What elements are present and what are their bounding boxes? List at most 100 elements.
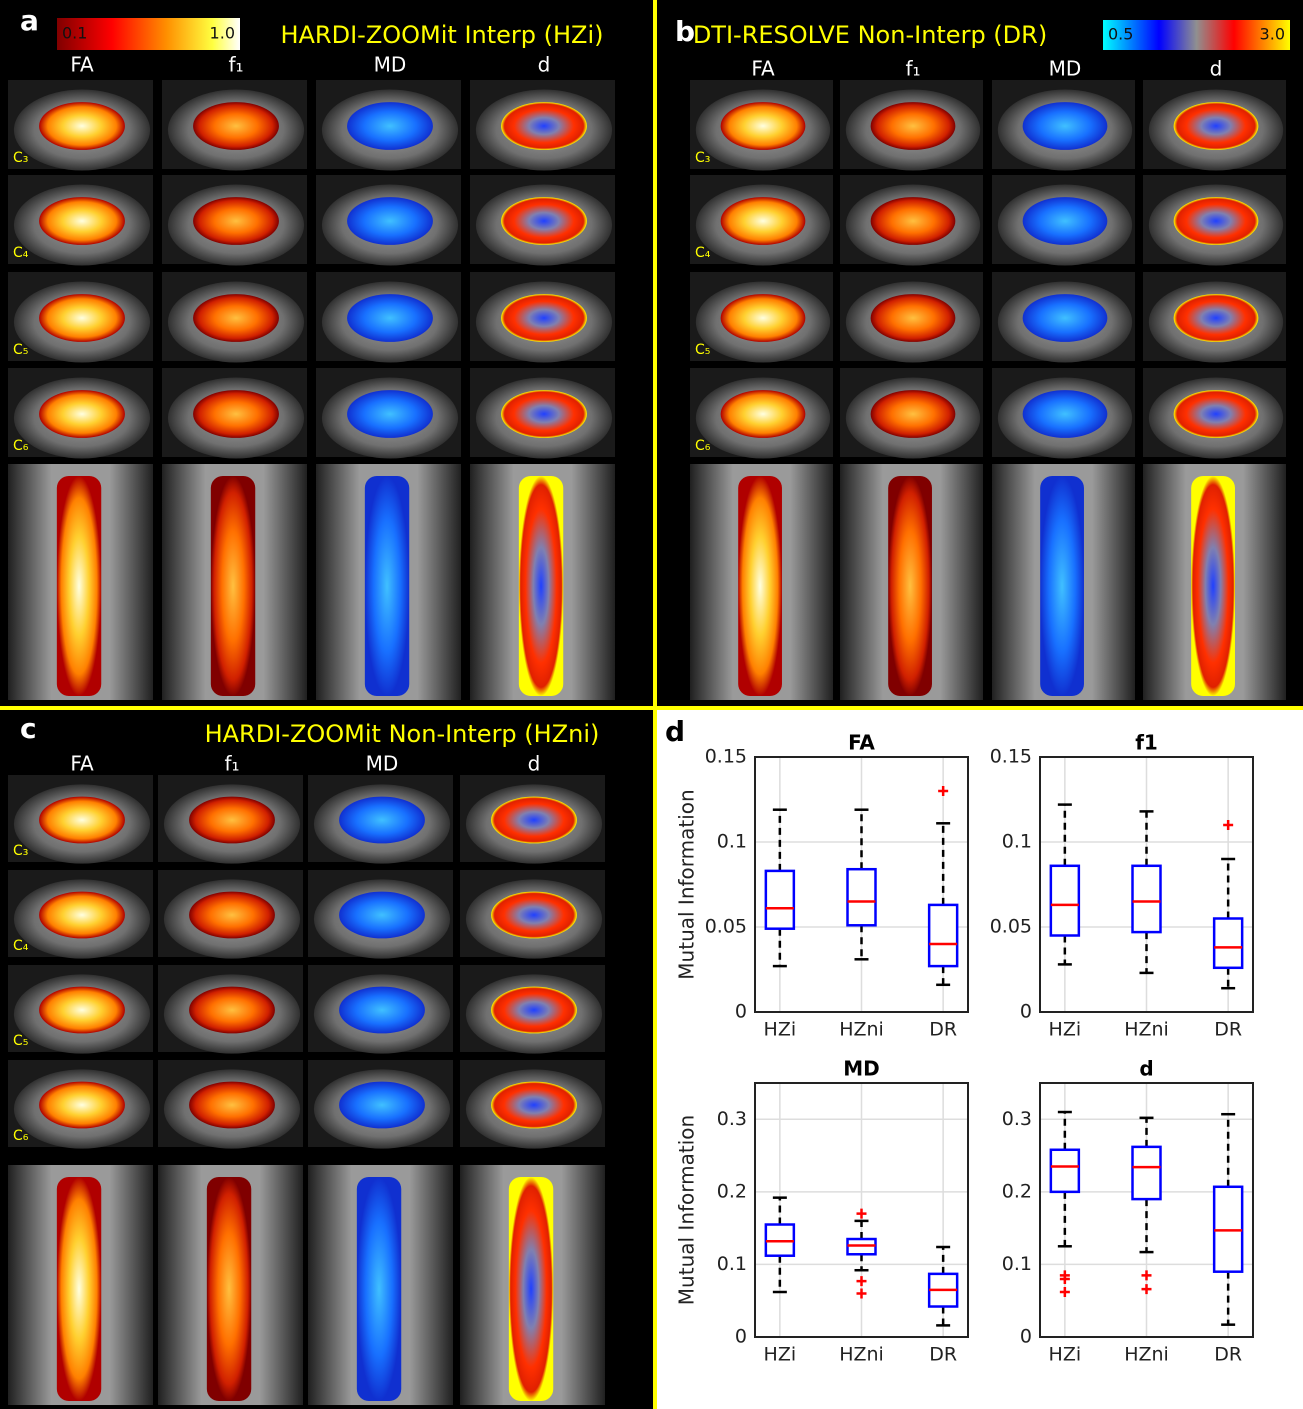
cord-map bbox=[189, 987, 275, 1034]
cord-map bbox=[721, 294, 806, 342]
panel-title: HARDI-ZOOMit Non-Interp (HZni) bbox=[205, 720, 600, 748]
cord-map bbox=[339, 1082, 425, 1129]
cord-map bbox=[39, 197, 125, 245]
level-label: C₅ bbox=[695, 342, 710, 358]
cord-map bbox=[347, 197, 433, 245]
cord-map bbox=[519, 476, 563, 696]
cord-map bbox=[57, 1177, 101, 1401]
cord-map bbox=[189, 797, 275, 844]
x-tick-label: DR bbox=[929, 1344, 957, 1366]
cord-map bbox=[39, 797, 125, 844]
column-header: FA bbox=[70, 752, 94, 776]
level-label: C₄ bbox=[13, 245, 29, 261]
cord-map bbox=[339, 892, 425, 939]
column-header: MD bbox=[374, 53, 407, 77]
cord-map bbox=[721, 102, 806, 150]
y-axis-label: Mutual Information bbox=[675, 789, 699, 979]
column-header: FA bbox=[70, 53, 94, 77]
x-tick-label: HZni bbox=[1124, 1344, 1169, 1366]
cord-map bbox=[501, 294, 587, 342]
cord-map bbox=[501, 390, 587, 438]
cord-map bbox=[339, 987, 425, 1034]
x-tick-label: HZni bbox=[839, 1019, 884, 1041]
cord-map bbox=[189, 892, 275, 939]
level-label: C₄ bbox=[695, 245, 711, 261]
cord-map bbox=[871, 102, 956, 150]
y-tick-label: 0 bbox=[735, 1326, 747, 1348]
cord-map bbox=[721, 197, 806, 245]
level-label: C₅ bbox=[13, 342, 28, 358]
cord-map bbox=[1174, 197, 1259, 245]
x-tick-label: DR bbox=[929, 1019, 957, 1041]
x-tick-label: HZi bbox=[764, 1019, 797, 1041]
column-header: MD bbox=[1049, 57, 1082, 81]
column-header: f₁ bbox=[224, 752, 239, 776]
cord-map bbox=[501, 102, 587, 150]
cord-map bbox=[491, 1082, 577, 1129]
box bbox=[929, 905, 957, 966]
cord-map bbox=[871, 197, 956, 245]
cord-map bbox=[39, 1082, 125, 1129]
cord-map bbox=[39, 294, 125, 342]
y-tick-label: 0.3 bbox=[717, 1108, 747, 1130]
panel-title: HARDI-ZOOMit Interp (HZi) bbox=[280, 21, 603, 49]
level-label: C₅ bbox=[13, 1033, 28, 1049]
cord-map bbox=[1040, 476, 1084, 696]
x-tick-label: HZi bbox=[764, 1344, 797, 1366]
x-tick-label: DR bbox=[1214, 1019, 1242, 1041]
y-tick-label: 0.15 bbox=[990, 746, 1032, 768]
y-tick-label: 0.2 bbox=[1002, 1180, 1032, 1202]
cord-map bbox=[39, 987, 125, 1034]
level-label: C₃ bbox=[13, 150, 28, 166]
x-tick-label: HZi bbox=[1049, 1344, 1082, 1366]
cord-map bbox=[1023, 294, 1108, 342]
chart-title: f1 bbox=[1135, 731, 1158, 755]
cord-map bbox=[738, 476, 782, 696]
box bbox=[1133, 1147, 1161, 1199]
level-label: C₃ bbox=[13, 843, 28, 859]
column-header: d bbox=[538, 53, 551, 77]
cord-map bbox=[39, 102, 125, 150]
x-tick-label: HZi bbox=[1049, 1019, 1082, 1041]
cord-map bbox=[357, 1177, 401, 1401]
cord-map bbox=[347, 294, 433, 342]
panel-title: DTI-RESOLVE Non-Interp (DR) bbox=[693, 21, 1047, 49]
cord-map bbox=[1023, 197, 1108, 245]
y-tick-label: 0 bbox=[735, 1001, 747, 1023]
column-header: f₁ bbox=[228, 53, 243, 77]
cord-map bbox=[491, 892, 577, 939]
y-tick-label: 0.1 bbox=[1002, 1253, 1032, 1275]
y-axis-label: Mutual Information bbox=[675, 1115, 699, 1305]
cord-map bbox=[871, 390, 956, 438]
level-label: C₆ bbox=[695, 438, 711, 454]
cord-map bbox=[57, 476, 101, 696]
column-header: FA bbox=[751, 57, 775, 81]
figure: aHARDI-ZOOMit Interp (HZi)0.11.0FAC₃C₄C₅… bbox=[0, 0, 1303, 1409]
x-tick-label: HZni bbox=[1124, 1019, 1169, 1041]
chart-title: MD bbox=[843, 1057, 880, 1081]
colorbar-label: 3.0 bbox=[1260, 25, 1285, 44]
divider bbox=[0, 706, 1303, 710]
cord-map bbox=[721, 390, 806, 438]
y-tick-label: 0.05 bbox=[990, 916, 1032, 938]
column-header: d bbox=[528, 752, 541, 776]
cord-map bbox=[347, 102, 433, 150]
y-tick-label: 0.1 bbox=[717, 1253, 747, 1275]
cord-map bbox=[1174, 294, 1259, 342]
cord-map bbox=[1191, 476, 1235, 696]
cord-map bbox=[491, 797, 577, 844]
y-tick-label: 0.1 bbox=[717, 831, 747, 853]
x-tick-label: DR bbox=[1214, 1344, 1242, 1366]
cord-map bbox=[491, 987, 577, 1034]
cord-map bbox=[1023, 102, 1108, 150]
box bbox=[766, 871, 794, 929]
cord-map bbox=[347, 390, 433, 438]
cord-map bbox=[871, 294, 956, 342]
box bbox=[848, 869, 876, 925]
cord-map bbox=[39, 892, 125, 939]
cord-map bbox=[1023, 390, 1108, 438]
column-header: f₁ bbox=[905, 57, 920, 81]
cord-map bbox=[193, 102, 279, 150]
cord-map bbox=[189, 1082, 275, 1129]
cord-map bbox=[339, 797, 425, 844]
